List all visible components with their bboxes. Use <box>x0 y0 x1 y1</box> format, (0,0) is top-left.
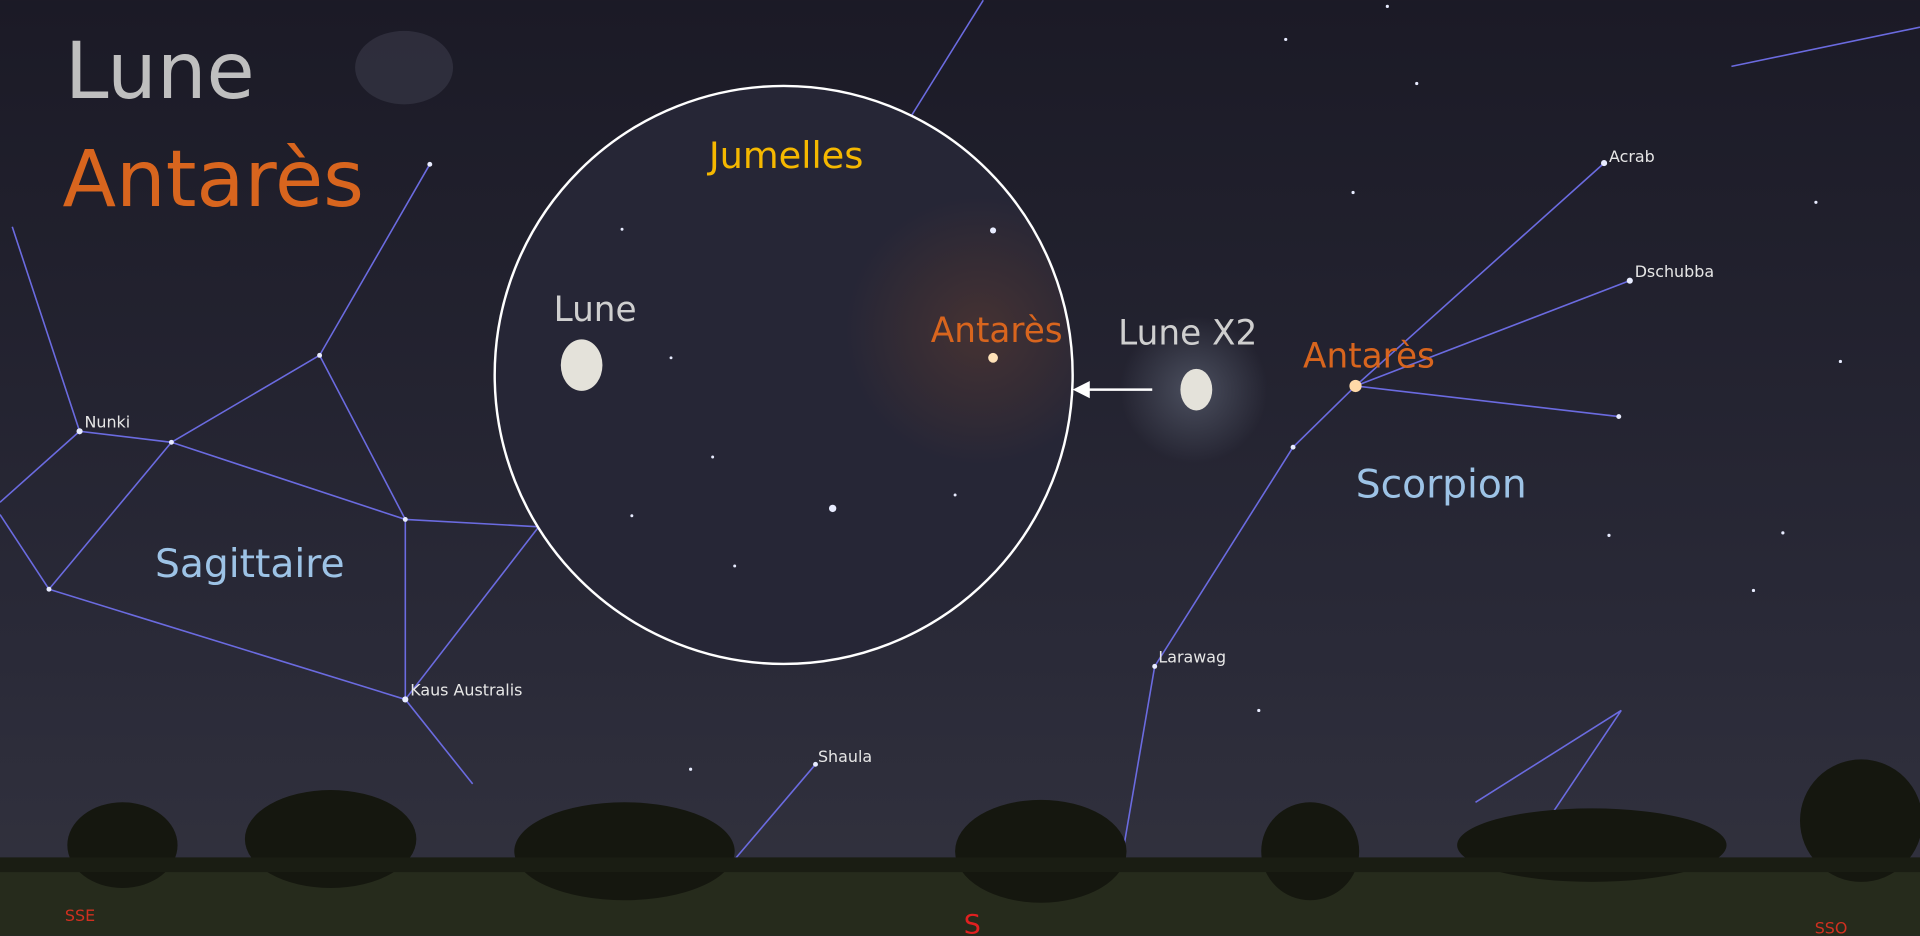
star-name: Acrab <box>1609 147 1655 166</box>
binocular-moon-label: Lune <box>554 290 637 330</box>
star-label: Antarès <box>1303 337 1435 377</box>
star-name: Kaus Australis <box>410 681 522 700</box>
compass-label: SSO <box>1815 918 1848 936</box>
star-name: Nunki <box>84 413 130 432</box>
moon-label: Lune X2 <box>1118 313 1257 353</box>
constellation-label: Sagittaire <box>155 542 345 587</box>
title-line2: Antarès <box>62 134 364 225</box>
nebula <box>355 31 453 104</box>
compass-label: SSE <box>65 906 95 925</box>
star-name: Larawag <box>1158 648 1226 667</box>
sky-view: Lune Antarès Jumelles Lune Antarès Lune … <box>0 0 1920 936</box>
page: {"title":{"line1":"Lune","line2":"Antarè… <box>0 0 1920 936</box>
compass-label: S <box>964 909 981 936</box>
binocular-star-label: Antarès <box>931 311 1063 351</box>
star-name: Shaula <box>818 747 872 766</box>
antares-star <box>1349 380 1361 392</box>
binocular-label: Jumelles <box>707 134 864 177</box>
star-name: Dschubba <box>1635 262 1714 281</box>
constellation-label: Scorpion <box>1356 462 1527 507</box>
title-line1: Lune <box>65 26 255 117</box>
moon <box>1180 369 1212 411</box>
